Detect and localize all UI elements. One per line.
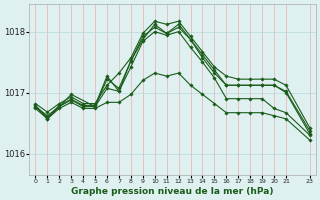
X-axis label: Graphe pression niveau de la mer (hPa): Graphe pression niveau de la mer (hPa) bbox=[71, 187, 274, 196]
